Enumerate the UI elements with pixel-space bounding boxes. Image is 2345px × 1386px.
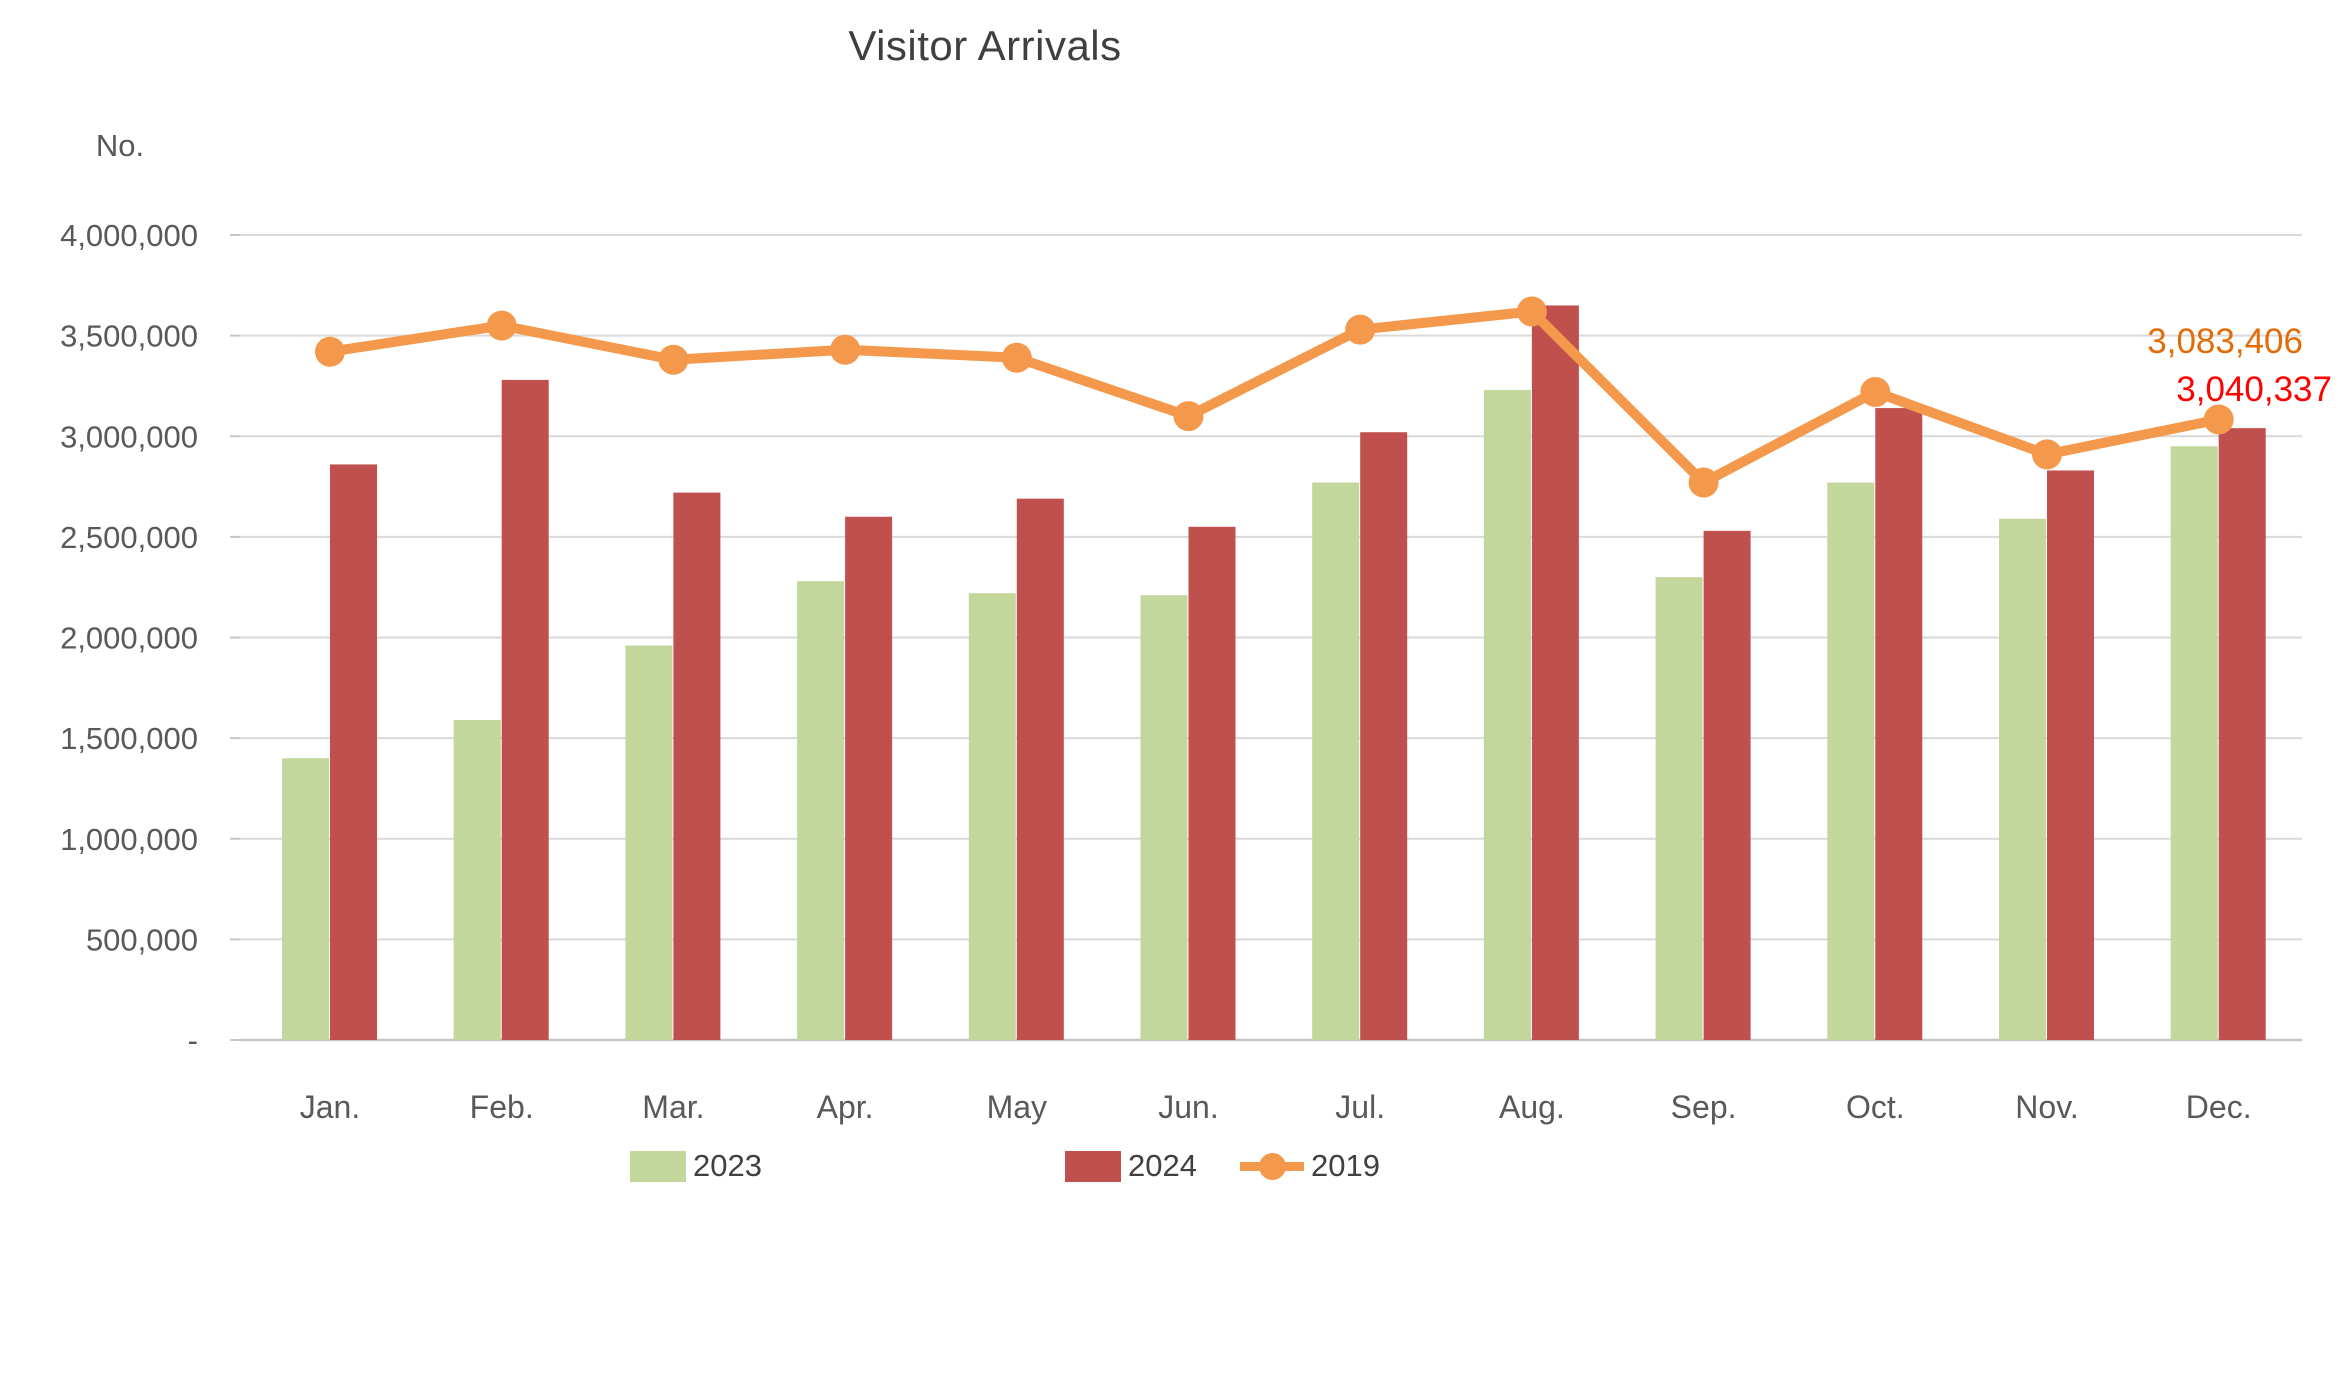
bar-2024-Apr [845,516,893,1040]
bar-2024-Aug [1531,305,1579,1040]
bar-2024-Sep [1703,530,1751,1040]
legend-swatch-2023 [630,1150,686,1182]
marker-2019-Aug [1516,296,1547,327]
x-tick-label-Jul: Jul. [1335,1089,1385,1125]
bar-2023-Dec [2170,446,2218,1040]
marker-2019-Oct [1860,376,1891,407]
chart-title: Visitor Arrivals [848,22,1122,69]
bar-2023-Nov [1999,518,2046,1040]
marker-2019-Nov [2032,439,2062,470]
x-tick-label-Sep: Sep. [1671,1089,1737,1125]
y-tick-label-3000000: 3,000,000 [60,419,198,454]
bar-2023-Sep [1655,577,1703,1040]
x-tick-label-Oct: Oct. [1846,1089,1905,1125]
bar-2024-Feb [501,379,549,1040]
legend-line-marker-glyph-2019 [1240,1151,1304,1182]
y-tick-label-2500000: 2,500,000 [60,520,198,555]
bar-2023-Apr [797,581,845,1040]
bar-2023-Mar [625,645,673,1040]
annotation-2019-dec: 3,083,406 [2147,322,2303,361]
legend-item-2024: 2024 [1065,1148,1197,1184]
y-axis-unit-label: No. [95,128,145,163]
bar-2023-Jan [282,758,329,1040]
y-tick-label-1000000: 1,000,000 [60,822,198,857]
legend-label-2024: 2024 [1128,1148,1197,1183]
x-tick-label-Jan: Jan. [300,1089,360,1125]
bar-2024-Dec [2218,428,2266,1040]
legend-label-2023: 2023 [693,1148,762,1183]
annotation-2024-dec: 3,040,337 [2176,370,2332,409]
bar-2023-Jun [1140,595,1188,1040]
marker-2019-Apr [830,334,861,365]
bar-2024-Mar [673,492,721,1041]
x-tick-label-Mar: Mar. [642,1089,704,1125]
bar-2023-Aug [1483,389,1531,1040]
y-tick-label-500000: 500,000 [86,922,198,957]
marker-2019-Jun [1173,401,1204,432]
x-tick-label-Jun: Jun. [1158,1089,1218,1125]
legend-swatch-2024 [1065,1150,1121,1182]
bar-2023-May [968,593,1016,1040]
x-tick-label-Dec: Dec. [2186,1089,2252,1125]
legend-item-2023: 2023 [630,1148,762,1184]
bar-2024-Oct [1875,408,1923,1040]
marker-2019-Sep [1688,467,1719,498]
marker-2019-Jan [315,336,345,367]
y-tick-label-2000000: 2,000,000 [60,621,198,656]
marker-2019-Dec [2203,404,2234,435]
x-tick-label-May: May [987,1089,1047,1125]
bar-2024-Jul [1360,432,1408,1041]
x-tick-label-Feb: Feb. [470,1089,534,1125]
y-tick-label-0: - [188,1023,198,1058]
bar-2024-Nov [2047,470,2094,1040]
y-tick-label-1500000: 1,500,000 [60,721,198,756]
y-tick-label-3500000: 3,500,000 [60,319,198,354]
bar-2023-Feb [453,720,501,1040]
marker-2019-Feb [486,310,517,341]
bar-2024-Jun [1188,526,1236,1040]
x-tick-label-Nov: Nov. [2015,1089,2078,1125]
line-series-2019 [325,306,2224,488]
x-tick-label-Apr: Apr. [817,1089,874,1125]
legend-label-2019: 2019 [1311,1148,1380,1183]
bar-2023-Jul [1312,482,1360,1041]
bar-2023-Oct [1827,482,1875,1041]
bar-2024-May [1016,498,1064,1040]
bar-2024-Jan [330,464,377,1040]
y-tick-label-4000000: 4,000,000 [60,218,198,253]
marker-2019-May [1001,342,1032,373]
legend-item-2019: 2019 [1240,1148,1380,1184]
x-tick-label-Aug: Aug. [1499,1089,1565,1125]
marker-2019-Jul [1345,314,1376,345]
marker-2019-Mar [658,344,689,375]
